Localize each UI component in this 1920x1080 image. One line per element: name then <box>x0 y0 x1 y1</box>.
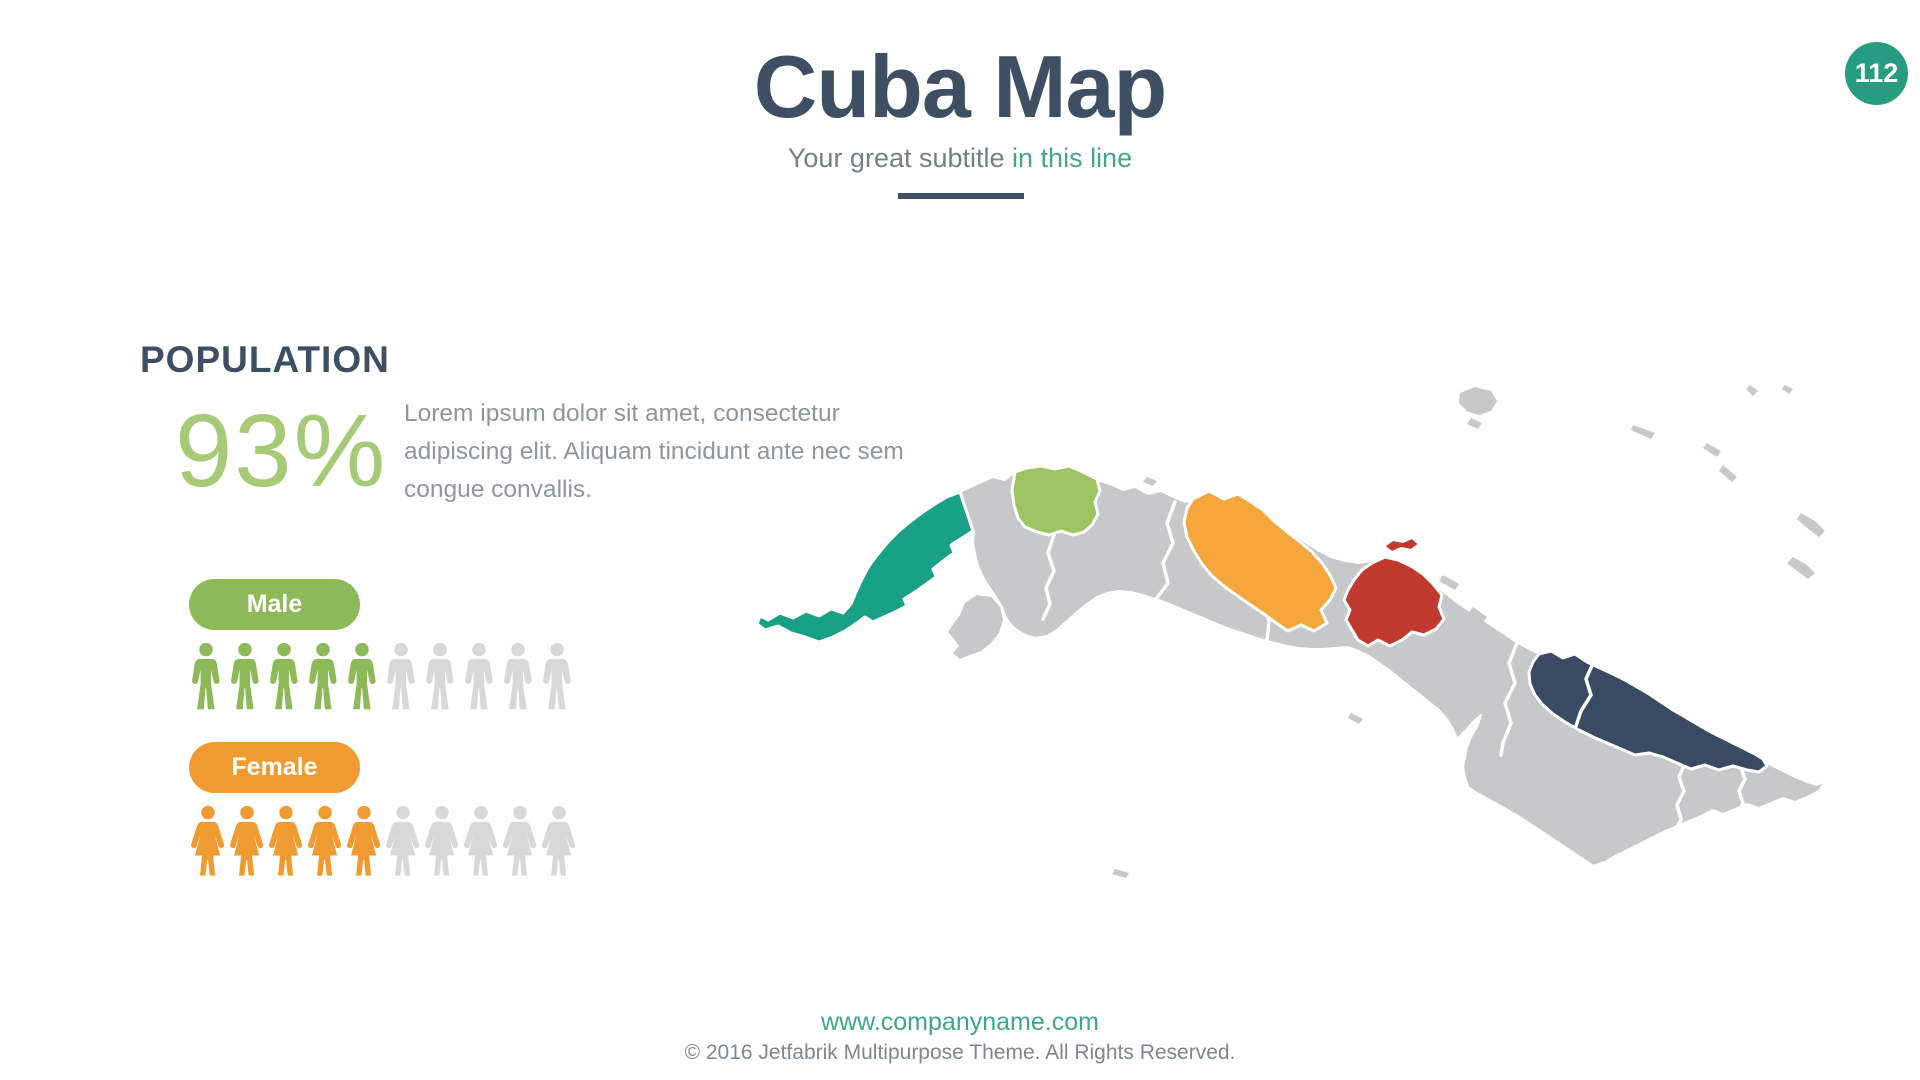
female-person-icon <box>267 805 305 879</box>
copyright-text: © 2016 Jetfabrik Multipurpose Theme. All… <box>684 1041 1236 1064</box>
male-person-icon <box>462 642 496 716</box>
page-subtitle: Your great subtitle in this line <box>0 143 1920 174</box>
female-person-icon <box>540 805 578 879</box>
population-description: Lorem ipsum dolor sit amet, consectetur … <box>404 400 904 503</box>
female-label: Female <box>231 753 318 781</box>
female-person-icon <box>228 805 266 879</box>
mainland-gray <box>959 466 1826 867</box>
female-pictograph-row <box>189 805 578 879</box>
female-person-icon <box>306 805 344 879</box>
west-teal-province <box>755 490 975 644</box>
male-person-icon <box>267 642 301 716</box>
red-cay-island <box>1383 537 1420 553</box>
female-person-icon <box>501 805 539 879</box>
male-label: Male <box>246 590 303 618</box>
slide-footer: www.companyname.com © 2016 Jetfabrik Mul… <box>0 1008 1920 1065</box>
slide-number-badge: 112 <box>1845 42 1908 105</box>
page-title: Cuba Map <box>753 37 1167 136</box>
female-label-pill: Female <box>189 742 360 793</box>
male-person-icon <box>228 642 262 716</box>
male-person-icon <box>189 642 223 716</box>
cuba-map-svg <box>755 385 1826 878</box>
subtitle-main: Your great subtitle <box>787 143 1013 173</box>
female-person-icon <box>423 805 461 879</box>
male-pictograph-row <box>189 642 574 716</box>
male-person-icon <box>423 642 457 716</box>
cuba-map <box>755 385 1885 905</box>
female-person-icon <box>189 805 227 879</box>
female-person-icon <box>462 805 500 879</box>
female-person-icon <box>345 805 383 879</box>
population-heading: POPULATION <box>140 339 390 380</box>
southern-island-gray <box>948 595 1003 659</box>
male-person-icon <box>501 642 535 716</box>
company-website-link[interactable]: www.companyname.com <box>821 1008 1099 1036</box>
central-red-province <box>1342 555 1446 648</box>
title-underline <box>898 193 1024 199</box>
population-percentage: 93% <box>175 393 388 508</box>
central-orange-province <box>1182 489 1338 633</box>
offshore-cays <box>1112 385 1825 878</box>
male-person-icon <box>306 642 340 716</box>
north-green-province <box>1010 464 1102 537</box>
male-person-icon <box>540 642 574 716</box>
male-person-icon <box>345 642 379 716</box>
subtitle-accent: in this line <box>1012 143 1133 173</box>
male-person-icon <box>384 642 418 716</box>
male-label-pill: Male <box>189 579 360 630</box>
navy-province-divider <box>1574 659 1596 728</box>
female-person-icon <box>384 805 422 879</box>
